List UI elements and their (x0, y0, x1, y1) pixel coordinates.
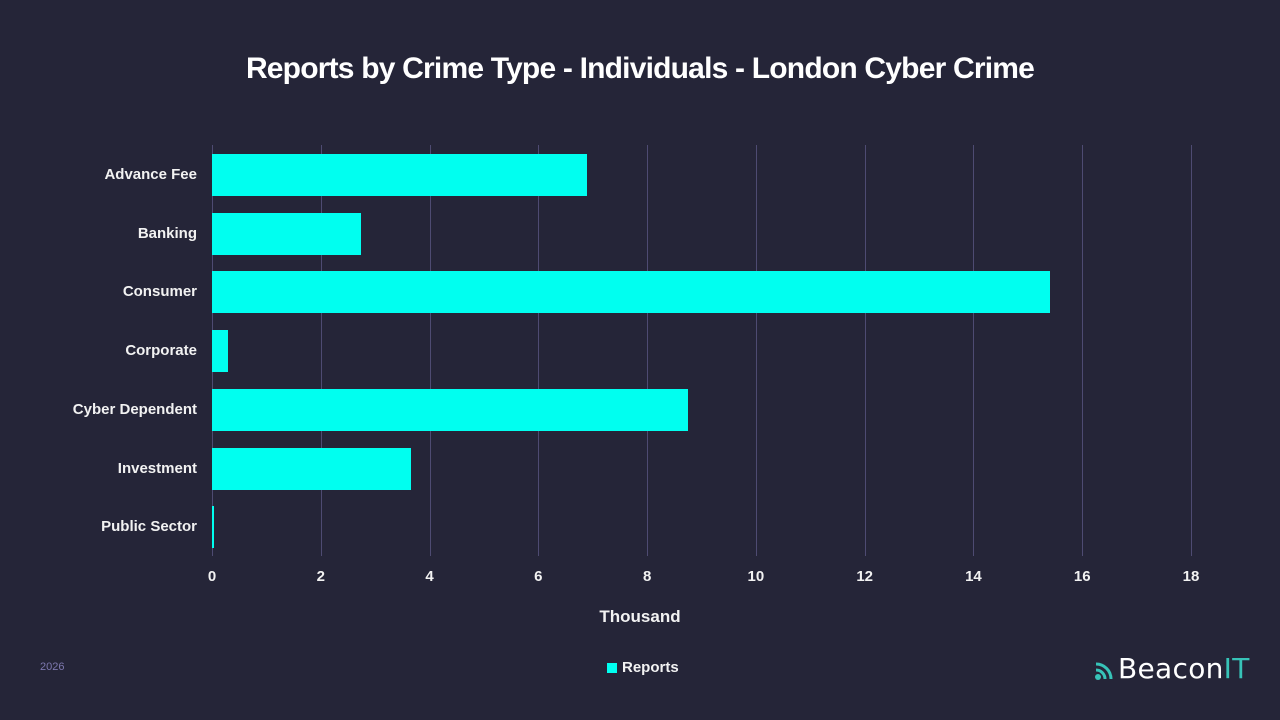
bar[interactable] (212, 271, 1050, 314)
category-label: Cyber Dependent (72, 400, 197, 418)
x-tick-label: 2 (316, 568, 325, 585)
brand-name: BeaconIT (1118, 652, 1250, 685)
gridline (973, 145, 975, 556)
bar[interactable] (212, 506, 214, 549)
x-axis-title: Thousand (599, 607, 681, 626)
chart-title: Reports by Crime Type - Individuals - Lo… (245, 52, 1035, 85)
category-label: Consumer (122, 283, 197, 301)
gridline (429, 145, 431, 556)
brand-logo: BeaconIT (1094, 650, 1250, 686)
gridline (647, 145, 649, 556)
x-tick-label: 6 (534, 568, 543, 585)
bar[interactable] (212, 388, 688, 431)
gridline (1191, 145, 1192, 556)
legend-swatch (607, 662, 617, 673)
x-tick-label: 14 (965, 568, 982, 585)
x-tick-label: 8 (642, 568, 652, 585)
category-label: Advance Fee (104, 166, 197, 183)
gridline (864, 145, 866, 556)
x-tick-label: 0 (207, 568, 217, 585)
plot-area (212, 145, 1192, 556)
gridline (538, 145, 540, 556)
footer-year: 2026 (40, 661, 65, 673)
legend: Reports (607, 659, 679, 676)
x-tick-label: 16 (1073, 568, 1091, 585)
x-tick-label: 10 (747, 568, 765, 585)
bar[interactable] (212, 447, 412, 490)
category-label: Investment (117, 459, 197, 477)
brand-name-main: Beacon (1118, 651, 1224, 685)
bar[interactable] (212, 212, 362, 255)
category-label: Public Sector (101, 518, 197, 536)
legend-label: Reports (622, 659, 679, 676)
bar[interactable] (212, 330, 228, 373)
x-tick-label: 4 (425, 568, 434, 585)
gridline (1082, 145, 1084, 556)
x-tick-label: 18 (1182, 568, 1200, 585)
gridline (320, 145, 322, 556)
bar[interactable] (212, 154, 588, 196)
category-label: Corporate (125, 342, 197, 360)
signal-icon (1095, 662, 1113, 680)
gridline (755, 145, 757, 556)
brand-name-accent: IT (1223, 651, 1250, 685)
x-tick-label: 12 (856, 568, 873, 585)
category-label: Banking (137, 224, 197, 242)
